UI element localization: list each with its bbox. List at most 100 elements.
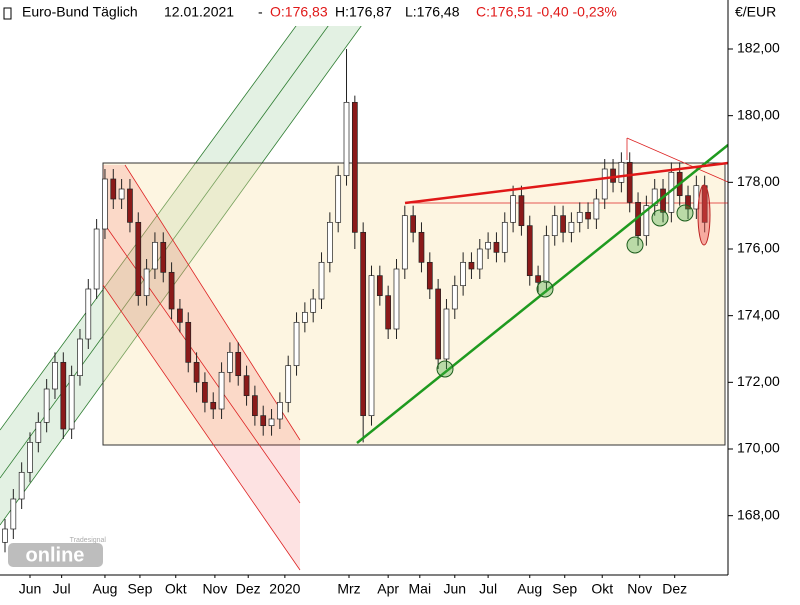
candle-body bbox=[501, 221, 508, 253]
y-axis-panel bbox=[728, 0, 800, 600]
header-date: 12.01.2021 bbox=[164, 4, 234, 20]
x-tick-label: 2020 bbox=[269, 581, 300, 597]
x-tick-label: Mrz bbox=[337, 581, 360, 597]
candle-body bbox=[401, 215, 408, 270]
break-marker bbox=[697, 184, 711, 246]
candle-body bbox=[526, 225, 533, 277]
candle-body bbox=[285, 365, 292, 403]
candle-body bbox=[243, 375, 250, 397]
x-tick-label: Sep bbox=[552, 581, 577, 597]
x-tick-label: Jun bbox=[444, 581, 467, 597]
candle-body bbox=[551, 215, 558, 237]
x-tick-label: Jul bbox=[53, 581, 71, 597]
candle-body bbox=[2, 528, 8, 543]
candle-body bbox=[235, 351, 242, 377]
candle-body bbox=[277, 401, 283, 420]
candle-body bbox=[318, 261, 325, 300]
candle-body bbox=[418, 231, 425, 263]
candle-body bbox=[351, 101, 358, 233]
candle-body bbox=[626, 161, 633, 203]
x-tick-label: Dez bbox=[236, 581, 261, 597]
y-tick-label: 172,00 bbox=[737, 373, 780, 389]
candle-body bbox=[385, 295, 392, 330]
candle-body bbox=[535, 275, 541, 283]
candle-body bbox=[576, 211, 583, 223]
support-trendline bbox=[356, 144, 729, 444]
x-tick-label: Nov bbox=[202, 581, 227, 597]
candle-body bbox=[435, 288, 441, 360]
x-tick-label: Okt bbox=[165, 581, 187, 597]
candle-body bbox=[168, 271, 175, 310]
candle-body bbox=[85, 288, 92, 340]
y-tick-label: 182,00 bbox=[737, 40, 780, 56]
x-tick-label: Mai bbox=[409, 581, 432, 597]
candle-body bbox=[152, 241, 158, 270]
x-tick-label: Jul bbox=[479, 581, 497, 597]
candle-body bbox=[335, 175, 342, 223]
candle-body bbox=[510, 195, 516, 223]
logo-name: online bbox=[26, 544, 85, 566]
candle-body bbox=[143, 268, 150, 297]
candle-body bbox=[135, 221, 142, 297]
touch-point bbox=[676, 204, 694, 222]
header-bg bbox=[0, 0, 660, 26]
candle-body bbox=[127, 188, 133, 223]
resistance-trendline bbox=[404, 161, 729, 205]
x-tick-label: Aug bbox=[92, 581, 117, 597]
candle-body bbox=[52, 361, 58, 390]
candle-body bbox=[110, 178, 117, 200]
candle-body bbox=[27, 441, 33, 473]
candle-body bbox=[393, 268, 400, 330]
candle-body bbox=[227, 351, 233, 373]
candle-body bbox=[18, 471, 25, 500]
candle-body bbox=[660, 188, 666, 213]
candle-body bbox=[293, 321, 300, 367]
x-tick-label: Apr bbox=[377, 581, 399, 597]
candle-body bbox=[460, 261, 466, 287]
candle-body bbox=[252, 395, 258, 417]
candle-body bbox=[426, 261, 433, 290]
candle-body bbox=[685, 195, 691, 210]
header-high: H:176,87 bbox=[335, 4, 392, 20]
candle-body bbox=[585, 211, 591, 220]
candle-body bbox=[218, 371, 225, 410]
x-tick-label: Jun bbox=[19, 581, 42, 597]
touch-point bbox=[436, 360, 454, 378]
y-tick-label: 176,00 bbox=[737, 240, 780, 256]
header-close: C:176,51 -0,40 -0,23% bbox=[476, 4, 617, 20]
candle-body bbox=[160, 241, 167, 273]
candle-body bbox=[210, 401, 217, 410]
candle-body bbox=[651, 188, 658, 207]
candle-body bbox=[443, 308, 450, 360]
candle-body bbox=[518, 195, 525, 227]
candle-body bbox=[543, 235, 550, 283]
candle-body bbox=[568, 221, 575, 233]
channel-line bbox=[124, 164, 301, 441]
header-sep: - bbox=[258, 4, 263, 20]
y-tick-label: 174,00 bbox=[737, 306, 780, 322]
y-tick-label: 178,00 bbox=[737, 173, 780, 189]
candle-body bbox=[177, 308, 183, 323]
candle-body bbox=[68, 375, 75, 430]
header-open: O:176,83 bbox=[270, 4, 328, 20]
y-tick-label: 168,00 bbox=[737, 506, 780, 522]
x-tick-label: Aug bbox=[517, 581, 542, 597]
candle-body bbox=[485, 241, 491, 250]
candle-body bbox=[310, 298, 317, 313]
candle-body bbox=[618, 161, 625, 183]
candle-body bbox=[476, 248, 483, 270]
candle-body bbox=[610, 168, 616, 183]
header-title: Euro-Bund Täglich bbox=[22, 4, 138, 20]
candle-body bbox=[493, 241, 500, 253]
candle-body bbox=[451, 285, 458, 310]
candle-body bbox=[260, 415, 267, 427]
candle-body bbox=[10, 498, 17, 530]
channel-line bbox=[102, 284, 301, 571]
candles bbox=[2, 49, 708, 553]
x-tick-label: Dez bbox=[662, 581, 687, 597]
y-tick-label: 170,00 bbox=[737, 440, 780, 456]
channel-line bbox=[0, 0, 316, 431]
candle-body bbox=[268, 418, 275, 427]
y-tick-label: 180,00 bbox=[737, 106, 780, 122]
